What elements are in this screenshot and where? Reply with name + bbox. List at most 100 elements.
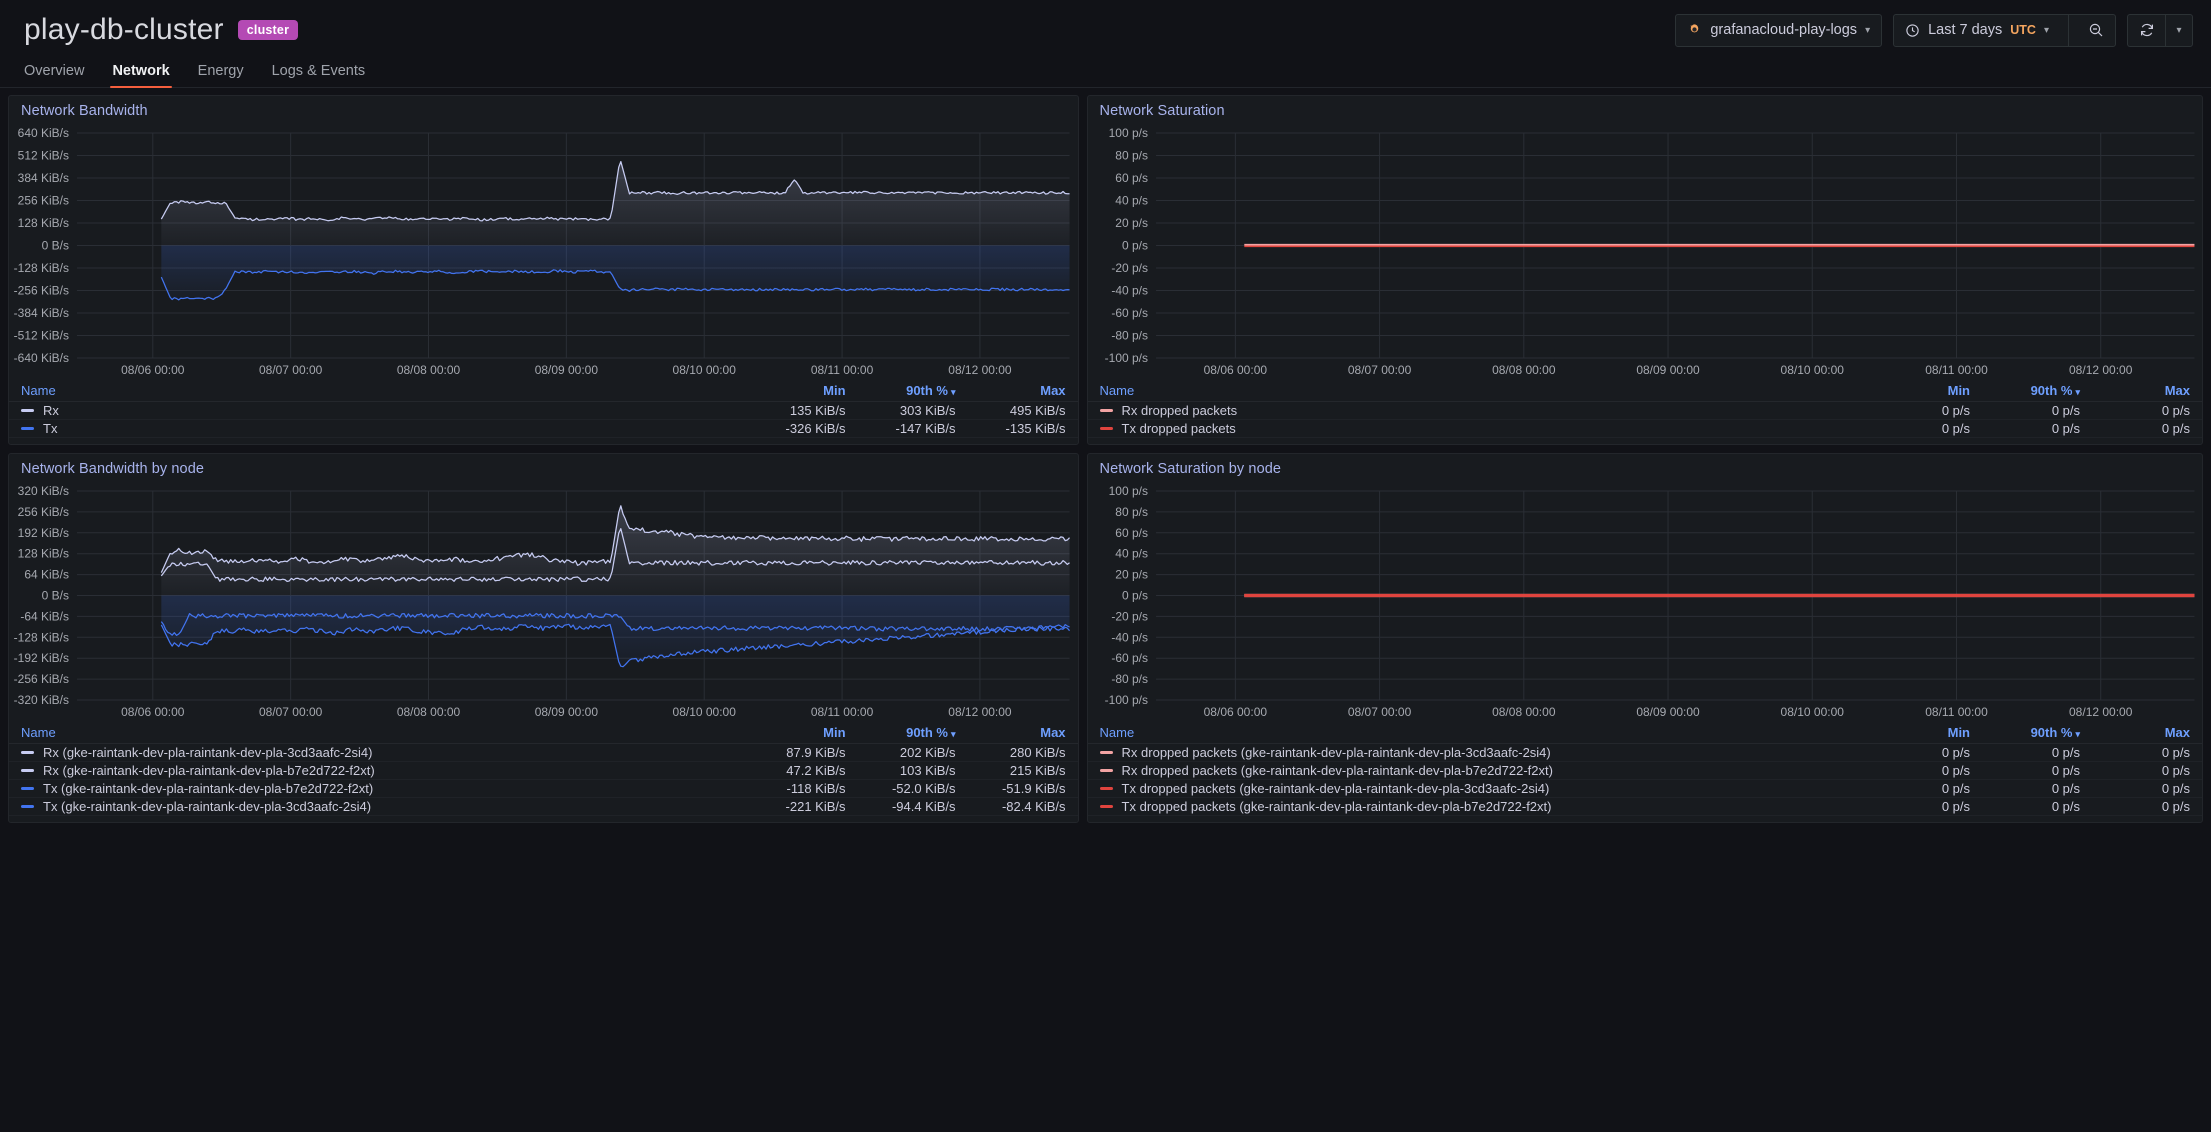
series-color-swatch (21, 787, 34, 790)
chart-network-saturation[interactable]: 100 p/s 80 p/s 60 p/s 40 p/s 20 p/s 0 p/s -20 … (1088, 123, 2202, 380)
legend-col-min[interactable]: Min (823, 725, 846, 740)
legend-col-name[interactable]: Name (21, 725, 56, 740)
legend-series-name[interactable]: Tx (gke-raintank-dev-pla-raintank-dev-pl… (21, 781, 736, 796)
legend-series-name[interactable]: Rx (gke-raintank-dev-pla-raintank-dev-pl… (21, 745, 736, 760)
legend-series-name[interactable]: Rx (21, 403, 736, 418)
y-axis-tick-label: -40 p/s (1111, 630, 1148, 644)
sort-caret-icon: ▾ (951, 729, 956, 739)
legend-row[interactable]: Tx dropped packets (gke-raintank-dev-pla… (1087, 780, 2202, 798)
zoom-out-button[interactable] (2077, 15, 2115, 46)
chart-svg: 100 p/s 80 p/s 60 p/s 40 p/s 20 p/s 0 p/s -20 … (1104, 484, 2194, 719)
legend-series-name[interactable]: Tx dropped packets (gke-raintank-dev-pla… (1099, 799, 1860, 814)
legend-row[interactable]: Rx dropped packets 0 p/s 0 p/s 0 p/s (1087, 402, 2202, 420)
legend-col-name[interactable]: Name (1099, 725, 1135, 740)
datasource-picker[interactable]: grafanacloud-play-logs ▾ (1675, 13, 1883, 47)
y-axis-tick-label: -512 KiB/s (14, 328, 69, 342)
panel-grid: Network Bandwidth 640 KiB/s 512 KiB/s 384 … (0, 88, 2211, 823)
chart-network-bandwidth-by-node[interactable]: 320 KiB/s 256 KiB/s 192 KiB/s 128 KiB/s 64 K… (9, 481, 1078, 722)
legend-col-p90[interactable]: 90th % ▾ (906, 383, 956, 398)
series-color-swatch (1099, 427, 1113, 430)
legend-row[interactable]: Tx -326 KiB/s -147 KiB/s -135 KiB/s (9, 420, 1078, 438)
y-axis-tick-label: 20 p/s (1115, 568, 1148, 582)
legend-row[interactable]: Tx dropped packets (gke-raintank-dev-pla… (1087, 798, 2202, 816)
zoom-out-icon (2088, 22, 2104, 38)
legend-col-p90[interactable]: 90th % ▾ (906, 725, 956, 740)
legend-row[interactable]: Rx (gke-raintank-dev-pla-raintank-dev-pl… (9, 762, 1078, 780)
tab-overview[interactable]: Overview (24, 63, 85, 79)
y-axis-tick-label: -60 p/s (1111, 651, 1148, 665)
y-axis-tick-label: 640 KiB/s (18, 126, 69, 140)
x-axis-tick-label: 08/10 00:00 (673, 705, 737, 719)
legend-value-max: -135 KiB/s (1005, 421, 1066, 436)
panel-network-bandwidth-by-node: Network Bandwidth by node 320 KiB/s 256 K… (8, 453, 1079, 823)
x-axis-tick-label: 08/12 00:00 (948, 363, 1012, 377)
y-axis-tick-label: 0 B/s (42, 238, 69, 252)
x-axis-tick-label: 08/10 00:00 (673, 363, 737, 377)
series-line (160, 623, 1070, 668)
legend-row[interactable]: Tx (gke-raintank-dev-pla-raintank-dev-pl… (9, 798, 1078, 816)
legend-value-min: 47.2 KiB/s (786, 763, 846, 778)
legend-network-bandwidth: Name Min 90th % ▾ Max Rx 135 KiB/s 303 KiB/s 495… (9, 380, 1078, 444)
time-range-picker[interactable]: Last 7 days UTC ▾ (1894, 15, 2060, 46)
legend-header-row: Name Min 90th % ▾ Max (1087, 380, 2202, 402)
series-line (160, 528, 1070, 583)
legend-row[interactable]: Rx (gke-raintank-dev-pla-raintank-dev-pl… (9, 744, 1078, 762)
legend-col-max[interactable]: Max (2164, 725, 2190, 740)
y-axis-tick-label: 0 p/s (1122, 589, 1148, 603)
refresh-interval-button[interactable]: ▾ (2165, 13, 2193, 47)
legend-series-name[interactable]: Tx (gke-raintank-dev-pla-raintank-dev-pl… (21, 799, 736, 814)
refresh-button[interactable] (2127, 13, 2165, 47)
legend-col-name[interactable]: Name (1099, 383, 1135, 398)
y-axis-tick-label: 100 p/s (1108, 126, 1147, 140)
y-axis-tick-label: -20 p/s (1111, 609, 1148, 623)
legend-value-p90: -147 KiB/s (895, 421, 956, 436)
legend-value-max: 0 p/s (2161, 745, 2190, 760)
legend-col-name[interactable]: Name (21, 383, 56, 398)
legend-value-max: 215 KiB/s (1009, 763, 1066, 778)
legend-series-name[interactable]: Tx dropped packets (1099, 421, 1860, 436)
x-axis-tick-label: 08/08 00:00 (1492, 363, 1556, 377)
legend-network-saturation-by-node: Name Min 90th % ▾ Max Rx dropped packets (gke… (1087, 722, 2202, 822)
legend-col-min[interactable]: Min (823, 383, 846, 398)
tab-network[interactable]: Network (98, 63, 183, 88)
y-axis-tick-label: 80 p/s (1115, 149, 1148, 163)
legend-col-min[interactable]: Min (1947, 383, 1970, 398)
legend-col-p90[interactable]: 90th % ▾ (2030, 725, 2080, 740)
legend-series-name[interactable]: Rx (gke-raintank-dev-pla-raintank-dev-pl… (21, 763, 736, 778)
legend-series-name[interactable]: Rx dropped packets (gke-raintank-dev-pla… (1099, 745, 1860, 760)
legend-series-name[interactable]: Tx dropped packets (gke-raintank-dev-pla… (1099, 781, 1860, 796)
panel-title[interactable]: Network Saturation (1099, 103, 1225, 119)
legend-series-name[interactable]: Rx dropped packets (1099, 403, 1860, 418)
legend-col-min[interactable]: Min (1947, 725, 1970, 740)
legend-row[interactable]: Tx dropped packets 0 p/s 0 p/s 0 p/s (1087, 420, 2202, 438)
legend-series-name[interactable]: Tx (21, 421, 736, 436)
legend-row[interactable]: Tx (gke-raintank-dev-pla-raintank-dev-pl… (9, 780, 1078, 798)
tab-energy[interactable]: Energy (197, 63, 244, 79)
tab-logs-events[interactable]: Logs & Events (271, 63, 366, 79)
series-line (160, 612, 1071, 637)
legend-col-p90[interactable]: 90th % ▾ (2030, 383, 2080, 398)
panel-title[interactable]: Network Bandwidth (21, 103, 148, 119)
panel-title[interactable]: Network Saturation by node (1099, 461, 1282, 477)
legend-col-max[interactable]: Max (1040, 383, 1066, 398)
legend-col-max[interactable]: Max (1040, 725, 1066, 740)
x-axis-tick-label: 08/09 00:00 (535, 363, 599, 377)
legend-row[interactable]: Rx dropped packets (gke-raintank-dev-pla… (1087, 762, 2202, 780)
series-color-swatch (1099, 805, 1113, 808)
legend-row[interactable]: Rx 135 KiB/s 303 KiB/s 495 KiB/s (9, 402, 1078, 420)
legend-series-name[interactable]: Rx dropped packets (gke-raintank-dev-pla… (1099, 763, 1860, 778)
legend-row[interactable]: Rx dropped packets (gke-raintank-dev-pla… (1087, 744, 2202, 762)
time-range-group: Last 7 days UTC ▾ (1893, 13, 2116, 47)
chart-svg: 640 KiB/s 512 KiB/s 384 KiB/s 256 KiB/s 128 … (14, 126, 1070, 377)
legend-col-max[interactable]: Max (2164, 383, 2190, 398)
legend-value-max: -51.9 KiB/s (1001, 781, 1066, 796)
legend-value-p90: 0 p/s (2051, 799, 2080, 814)
chart-network-saturation-by-node[interactable]: 100 p/s 80 p/s 60 p/s 40 p/s 20 p/s 0 p/s -20 … (1088, 481, 2202, 722)
panel-title[interactable]: Network Bandwidth by node (21, 461, 205, 477)
legend-header-row: Name Min 90th % ▾ Max (9, 380, 1078, 402)
y-axis-tick-label: -60 p/s (1111, 306, 1148, 320)
y-axis-tick-label: 20 p/s (1115, 216, 1148, 230)
title-group: play-db-cluster cluster (24, 13, 299, 47)
chart-network-bandwidth[interactable]: 640 KiB/s 512 KiB/s 384 KiB/s 256 KiB/s 128 … (9, 123, 1078, 380)
x-axis-tick-label: 08/06 00:00 (121, 705, 185, 719)
